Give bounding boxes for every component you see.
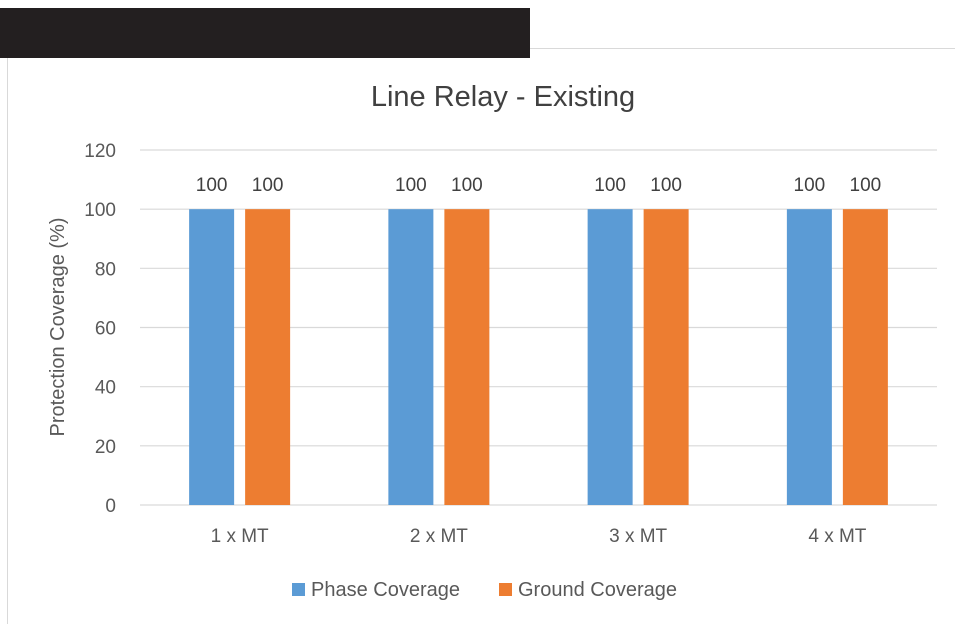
y-tick-label: 60 [95, 319, 116, 340]
bars [189, 209, 888, 505]
data-label: 100 [594, 175, 626, 196]
legend-swatch-phase [292, 583, 305, 596]
x-tick-label: 2 x MT [410, 526, 468, 547]
legend-label: Phase Coverage [311, 579, 460, 601]
legend-swatch-ground [499, 583, 512, 596]
chart-frame-left-border [7, 58, 8, 624]
y-tick-label: 80 [95, 259, 116, 280]
y-tick-label: 120 [84, 141, 116, 162]
bar-phase-coverage [786, 209, 832, 505]
x-axis-ticks: 1 x MT 2 x MT 3 x MT 4 x MT [211, 526, 867, 547]
y-tick-label: 100 [84, 200, 116, 221]
redaction-bar [0, 8, 530, 58]
y-axis-ticks: 0 20 40 60 80 100 120 [84, 141, 116, 517]
bar-phase-coverage [587, 209, 633, 505]
data-labels: 100 100 100 100 100 100 100 100 [196, 175, 881, 196]
bar-phase-coverage [388, 209, 434, 505]
bar-ground-coverage [444, 209, 490, 505]
bar-ground-coverage [842, 209, 888, 505]
bar-phase-coverage [189, 209, 235, 505]
y-axis-label: Protection Coverage (%) [47, 218, 69, 437]
legend: Phase Coverage Ground Coverage [292, 579, 677, 601]
bar-ground-coverage [245, 209, 291, 505]
data-label: 100 [794, 175, 826, 196]
data-label: 100 [850, 175, 882, 196]
data-label: 100 [196, 175, 228, 196]
legend-label: Ground Coverage [518, 579, 677, 601]
data-label: 100 [650, 175, 682, 196]
bar-ground-coverage [643, 209, 689, 505]
x-tick-label: 4 x MT [808, 526, 866, 547]
data-label: 100 [451, 175, 483, 196]
chart-frame-top-border [530, 48, 955, 49]
data-label: 100 [252, 175, 284, 196]
y-tick-label: 0 [105, 496, 116, 517]
data-label: 100 [395, 175, 427, 196]
y-tick-label: 20 [95, 437, 116, 458]
x-tick-label: 1 x MT [211, 526, 269, 547]
x-tick-label: 3 x MT [609, 526, 667, 547]
chart-title: Line Relay - Existing [371, 81, 635, 113]
y-tick-label: 40 [95, 378, 116, 399]
